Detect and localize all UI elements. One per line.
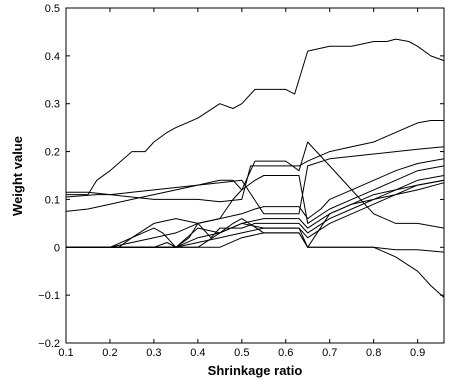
y-tick-label: 0.1: [45, 194, 60, 206]
series-line-5: [66, 158, 445, 248]
x-tick-label: 0.5: [234, 347, 249, 359]
y-axis-title: Weight value: [10, 136, 25, 216]
series-line-11: [66, 232, 445, 253]
y-tick-labels: −0.2 −0.1 0 0.1 0.2 0.3 0.4 0.5: [38, 3, 60, 350]
series-line-3: [65, 141, 445, 229]
y-tick-label: −0.1: [38, 290, 60, 302]
series-line-7: [66, 175, 445, 248]
x-tick-label: 0.1: [58, 347, 73, 359]
x-axis-title: Shrinkage ratio: [208, 363, 303, 378]
y-tick-label: −0.2: [38, 338, 60, 350]
series-line-12: [66, 179, 445, 248]
x-tick-label: 0.3: [146, 347, 161, 359]
axis-ticks: [65, 7, 444, 344]
x-tick-label: 0.6: [278, 347, 293, 359]
y-tick-label: 0.2: [45, 147, 60, 159]
x-tick-label: 0.9: [410, 347, 425, 359]
x-tick-label: 0.7: [322, 347, 337, 359]
y-tick-label: 0.4: [45, 51, 60, 63]
series-line-9: [66, 182, 445, 248]
x-tick-labels: 0.1 0.2 0.3 0.4 0.5 0.6 0.7 0.8 0.9: [58, 347, 425, 359]
series-line-8: [66, 179, 445, 248]
x-tick-label: 0.4: [190, 347, 205, 359]
x-tick-label: 0.8: [366, 347, 381, 359]
series-line-6: [66, 165, 445, 248]
x-tick-label: 0.2: [102, 347, 117, 359]
series-line-4: [65, 146, 445, 215]
series-line-1: [66, 38, 445, 196]
y-tick-label: 0: [54, 242, 60, 254]
series-group: [65, 38, 445, 298]
plot-frame: [65, 7, 445, 344]
y-tick-label: 0.3: [45, 99, 60, 111]
y-tick-label: 0.5: [45, 3, 60, 15]
